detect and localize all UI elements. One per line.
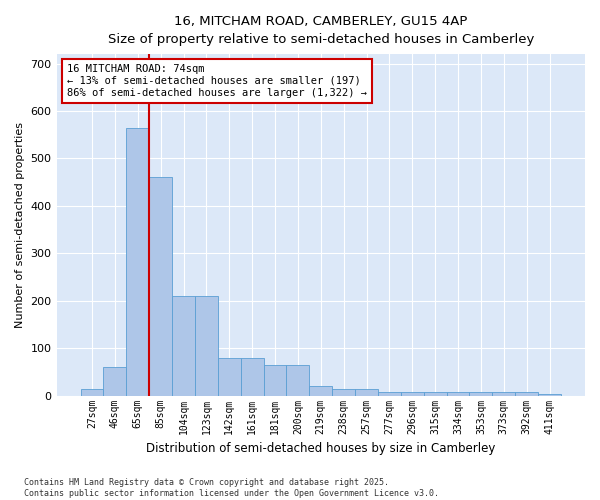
Bar bbox=[493, 392, 515, 396]
Bar bbox=[103, 367, 127, 396]
Bar bbox=[80, 388, 103, 396]
Bar bbox=[263, 365, 286, 396]
Text: Contains HM Land Registry data © Crown copyright and database right 2025.
Contai: Contains HM Land Registry data © Crown c… bbox=[24, 478, 439, 498]
Bar bbox=[446, 392, 469, 396]
Bar bbox=[149, 178, 172, 396]
Bar bbox=[469, 392, 493, 396]
Bar bbox=[401, 392, 424, 396]
Bar bbox=[515, 392, 538, 396]
Bar bbox=[127, 128, 149, 396]
Bar bbox=[172, 296, 195, 396]
Bar bbox=[378, 392, 401, 396]
Bar bbox=[538, 394, 561, 396]
Bar bbox=[424, 392, 446, 396]
X-axis label: Distribution of semi-detached houses by size in Camberley: Distribution of semi-detached houses by … bbox=[146, 442, 496, 455]
Bar bbox=[286, 365, 310, 396]
Bar bbox=[218, 358, 241, 396]
Bar bbox=[195, 296, 218, 396]
Text: 16 MITCHAM ROAD: 74sqm
← 13% of semi-detached houses are smaller (197)
86% of se: 16 MITCHAM ROAD: 74sqm ← 13% of semi-det… bbox=[67, 64, 367, 98]
Bar bbox=[241, 358, 263, 396]
Y-axis label: Number of semi-detached properties: Number of semi-detached properties bbox=[15, 122, 25, 328]
Bar bbox=[332, 388, 355, 396]
Bar bbox=[355, 388, 378, 396]
Title: 16, MITCHAM ROAD, CAMBERLEY, GU15 4AP
Size of property relative to semi-detached: 16, MITCHAM ROAD, CAMBERLEY, GU15 4AP Si… bbox=[107, 15, 534, 46]
Bar bbox=[310, 386, 332, 396]
